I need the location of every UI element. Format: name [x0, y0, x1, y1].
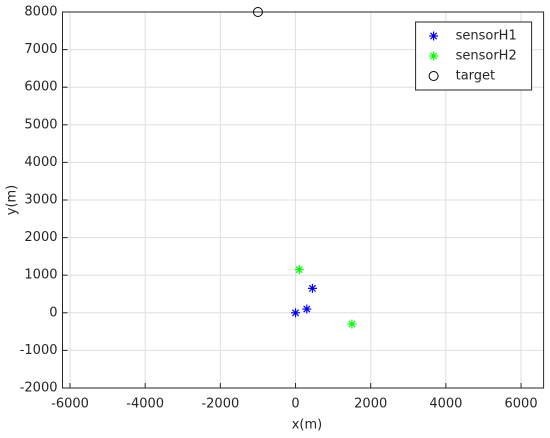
marker-shape [252, 7, 263, 17]
y-tick-label: 0 [49, 305, 57, 320]
y-tick-label: 1000 [24, 268, 57, 283]
sensor-marker [294, 265, 304, 275]
y-tick-label: 6000 [24, 80, 57, 95]
x-tick-label: 2000 [354, 397, 387, 412]
marker-shape [428, 71, 439, 81]
sensor-marker [347, 319, 357, 329]
y-tick-label: 3000 [24, 193, 57, 208]
sensor-marker [302, 304, 312, 314]
legend-label: sensorH1 [456, 29, 517, 44]
marker-stroke [303, 305, 311, 313]
y-tick-label: 8000 [24, 5, 57, 20]
x-tick-label: -4000 [126, 397, 164, 412]
y-tick-label: 7000 [24, 42, 57, 57]
marker-stroke [295, 265, 303, 274]
sensor-marker [429, 31, 439, 41]
x-tick-label: 6000 [505, 397, 538, 412]
y-axis-label: y(m) [5, 185, 20, 216]
y-tick-label: 2000 [24, 230, 57, 245]
axes-box [62, 11, 545, 389]
x-tick-label: -6000 [51, 397, 89, 412]
sensor-marker [429, 51, 439, 61]
y-tick-label: -2000 [20, 381, 58, 396]
marker-stroke [348, 320, 356, 328]
target-marker [428, 71, 439, 81]
marker-stroke [291, 309, 300, 317]
legend-label: target [456, 69, 496, 84]
sensor-marker [291, 308, 301, 318]
x-tick-label: 4000 [429, 397, 462, 412]
legend-label: sensorH2 [456, 49, 517, 64]
sensor-marker [307, 283, 317, 293]
y-tick-label: -1000 [20, 343, 58, 358]
marker-stroke [430, 52, 438, 60]
legend: sensorH1 sensorH2 target [415, 21, 533, 91]
marker-stroke [308, 284, 317, 292]
y-tick-label: 4000 [24, 155, 57, 170]
y-tick-label: 5000 [24, 117, 57, 132]
x-tick-label: -2000 [201, 397, 239, 412]
marker-stroke [430, 32, 438, 40]
x-axis-label: x(m) [292, 418, 323, 433]
x-tick-label: 0 [291, 397, 299, 412]
target-marker [252, 7, 263, 17]
